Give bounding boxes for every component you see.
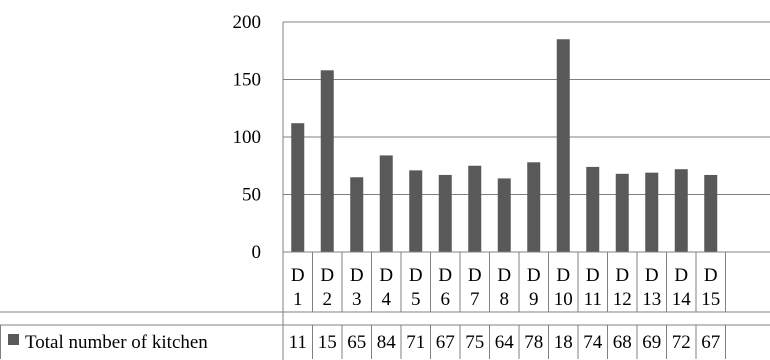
category-label-line1-7: D — [468, 265, 482, 286]
bar-1 — [291, 123, 305, 252]
table-value-9: 78 — [524, 332, 543, 353]
category-label-line2-2: 2 — [323, 289, 333, 310]
category-label-line1-13: D — [645, 265, 659, 286]
table-value-2: 15 — [318, 332, 337, 353]
table-value-6: 67 — [436, 332, 455, 353]
bar-5 — [409, 170, 423, 252]
category-label-line1-10: D — [556, 265, 570, 286]
category-label-line1-1: D — [291, 265, 305, 286]
table-value-4: 84 — [377, 332, 397, 353]
legend-swatch — [8, 334, 19, 345]
bar-11 — [586, 166, 600, 252]
bar-6 — [438, 174, 452, 252]
bar-9 — [527, 162, 541, 252]
legend-series-label: Total number of kitchen — [25, 332, 208, 353]
bar-2 — [320, 70, 334, 252]
category-label-line2-12: 12 — [613, 289, 632, 310]
category-label-line1-9: D — [527, 265, 541, 286]
category-label-line2-7: 7 — [470, 289, 480, 310]
bars — [291, 39, 718, 252]
table-value-7: 75 — [465, 332, 484, 353]
category-label-line1-15: D — [704, 265, 718, 286]
bar-12 — [615, 173, 629, 252]
category-label-line1-6: D — [438, 265, 452, 286]
y-tick-label-50: 50 — [242, 185, 261, 206]
table-value-10: 18 — [554, 332, 573, 353]
y-tick-label-200: 200 — [233, 12, 262, 33]
bar-15 — [704, 174, 718, 252]
category-label-line2-11: 11 — [584, 289, 602, 310]
table-value-5: 71 — [406, 332, 425, 353]
category-label-line1-14: D — [674, 265, 688, 286]
table-value-1: 11 — [289, 332, 307, 353]
table-value-15: 67 — [701, 332, 720, 353]
bar-13 — [645, 172, 659, 252]
category-label-line1-3: D — [350, 265, 364, 286]
category-label-line2-4: 4 — [382, 289, 392, 310]
bar-10 — [556, 39, 570, 252]
y-axis-tick-labels: 0 50 100 150 200 — [233, 12, 262, 263]
category-label-line2-5: 5 — [411, 289, 421, 310]
table-value-13: 69 — [642, 332, 661, 353]
category-label-line2-3: 3 — [352, 289, 362, 310]
category-label-line2-13: 13 — [642, 289, 661, 310]
y-tick-label-150: 150 — [233, 70, 262, 91]
category-label-line1-11: D — [586, 265, 600, 286]
data-table: Total number of kitchen 11 15 65 84 71 67 75 64… — [0, 311, 770, 359]
category-label-line2-9: 9 — [529, 289, 539, 310]
category-label-line1-12: D — [615, 265, 629, 286]
table-value-11: 74 — [583, 332, 603, 353]
table-value-14: 72 — [672, 332, 691, 353]
y-tick-label-0: 0 — [252, 242, 262, 263]
category-label-line1-4: D — [379, 265, 393, 286]
y-tick-label-100: 100 — [233, 127, 262, 148]
category-label-line1-2: D — [320, 265, 334, 286]
table-value-8: 64 — [495, 332, 515, 353]
bar-14 — [674, 169, 688, 252]
category-label-line1-5: D — [409, 265, 423, 286]
category-label-line2-8: 8 — [500, 289, 510, 310]
bar-7 — [468, 165, 482, 252]
bar-8 — [497, 178, 511, 252]
category-label-line2-6: 6 — [441, 289, 451, 310]
table-value-12: 68 — [613, 332, 632, 353]
table-value-3: 65 — [347, 332, 366, 353]
category-label-line2-1: 1 — [293, 289, 303, 310]
category-label-line2-14: 14 — [672, 289, 692, 310]
bar-3 — [350, 177, 364, 252]
category-label-line2-15: 15 — [701, 289, 720, 310]
gridlines — [283, 21, 770, 195]
bar-4 — [379, 155, 393, 252]
category-label-line1-8: D — [497, 265, 511, 286]
category-label-line2-10: 10 — [554, 289, 573, 310]
